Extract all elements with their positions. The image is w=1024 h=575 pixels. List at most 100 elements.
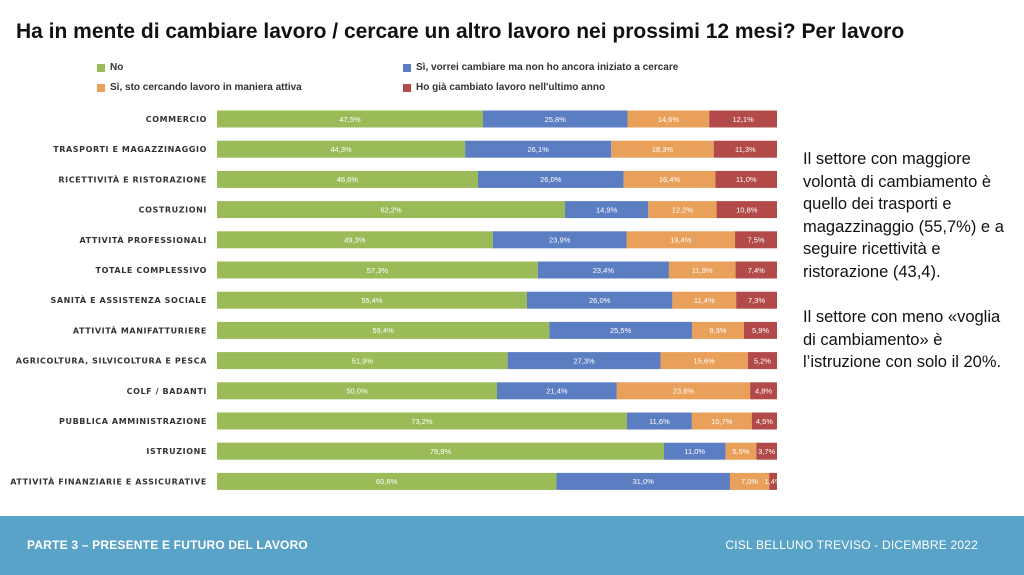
bar-segment <box>526 291 673 309</box>
legend-swatch-gia-cambiato <box>403 83 411 92</box>
bar-segment <box>616 382 751 400</box>
bar-segment <box>492 231 627 249</box>
bar-segment <box>497 382 617 400</box>
data-label: 60,6% <box>376 477 398 486</box>
category-label: ATTIVITÀ MANIFATTURIERE <box>73 324 207 335</box>
data-label: 31,0% <box>633 477 655 486</box>
bar-segment <box>626 412 692 430</box>
bar-segment <box>735 261 777 279</box>
stacked-bar-chart: COMMERCIO 47,5% 25,8% 14,6% 12,1% TRASPORTI E… <box>10 110 782 490</box>
bar-segment <box>747 352 777 370</box>
data-label: 44,3% <box>330 145 352 154</box>
data-label: 47,5% <box>339 115 361 124</box>
data-label: 23,9% <box>549 236 571 245</box>
bar-segment <box>217 231 493 249</box>
data-label: 59,4% <box>373 326 395 335</box>
bar-segment <box>217 110 483 128</box>
bar-segment <box>648 201 717 219</box>
bar-segment <box>477 170 624 188</box>
legend-label-no: No <box>110 62 124 73</box>
chart-legend: No Sì, vorrei cambiare ma non ho ancora … <box>0 0 1024 100</box>
bar-segment <box>217 412 627 430</box>
category-label: TOTALE COMPLESSIVO <box>96 266 207 275</box>
bar-segment <box>715 170 777 188</box>
bar-segment <box>729 472 770 490</box>
data-label: 9,3% <box>709 326 726 335</box>
data-label: 14,9% <box>596 205 618 214</box>
category-label: ISTRUZIONE <box>146 447 207 456</box>
bar-segment <box>537 261 669 279</box>
data-label: 7,5% <box>747 236 764 245</box>
data-label: 11,0% <box>684 447 705 456</box>
data-label: 21,4% <box>546 387 568 396</box>
category-label: COLF / BADANTI <box>127 387 207 396</box>
data-label: 11,4% <box>694 296 715 305</box>
data-label: 49,3% <box>344 236 366 245</box>
commentary-text: Il settore con maggiore volontà di cambi… <box>803 148 1015 397</box>
category-label: PUBBLICA AMMINISTRAZIONE <box>59 417 207 426</box>
legend-swatch-vorrei-cambiare <box>403 63 411 72</box>
legend-swatch-no <box>97 63 105 72</box>
commentary-paragraph-2: Il settore con meno «voglia di cambiamen… <box>803 308 1002 371</box>
category-label: ATTIVITÀ PROFESSIONALI <box>80 234 207 245</box>
bar-segment <box>743 321 777 339</box>
data-label: 10,7% <box>711 417 733 426</box>
data-label: 51,9% <box>352 356 374 365</box>
bar-segment <box>556 472 730 490</box>
bar-segment <box>750 382 777 400</box>
data-label: 15,6% <box>694 356 716 365</box>
data-label: 11,6% <box>649 417 670 426</box>
data-label: 73,2% <box>411 417 433 426</box>
bar-segment <box>735 231 777 249</box>
bar-segment <box>623 170 716 188</box>
data-label: 11,9% <box>692 266 713 275</box>
data-label: 5,2% <box>754 356 771 365</box>
bar-segment <box>483 110 628 128</box>
data-label: 5,9% <box>752 326 769 335</box>
bar-segment <box>691 412 752 430</box>
data-label: 4,8% <box>755 387 772 396</box>
category-label: RICETTIVITÀ E RISTORAZIONE <box>58 173 207 184</box>
legend-label-cercando-attiva: Sì, sto cercando lavoro in maniera attiv… <box>110 82 302 93</box>
data-label: 12,2% <box>672 205 694 214</box>
bar-segment <box>217 201 565 219</box>
data-label: 7,0% <box>741 477 758 486</box>
bar-segment <box>716 201 777 219</box>
bar-segment <box>611 140 714 158</box>
category-label: TRASPORTI E MAGAZZINAGGIO <box>53 145 207 154</box>
bar-segment <box>217 382 497 400</box>
bar-segment <box>465 140 612 158</box>
bar-segment <box>713 140 777 158</box>
data-label: 19,4% <box>670 236 692 245</box>
data-label: 79,9% <box>430 447 452 456</box>
bar-segment <box>626 231 736 249</box>
legend-label-vorrei-cambiare: Sì, vorrei cambiare ma non ho ancora ini… <box>416 62 679 73</box>
category-label: SANITÀ E ASSISTENZA SOCIALE <box>50 294 207 305</box>
slide-title: Ha in mente di cambiare lavoro / cercare… <box>16 20 905 43</box>
bar-segment <box>217 291 527 309</box>
bar-segment <box>691 321 744 339</box>
data-label: 1,4% <box>765 477 782 486</box>
footer-bar: PARTE 3 – PRESENTE E FUTURO DEL LAVORO C… <box>0 516 1024 575</box>
data-label: 62,2% <box>380 205 402 214</box>
data-label: 7,4% <box>748 266 765 275</box>
legend-label-gia-cambiato: Ho già cambiato lavoro nell'ultimo anno <box>416 82 606 93</box>
bar-segment <box>751 412 777 430</box>
bar-segment <box>736 291 777 309</box>
bar-segment <box>756 442 777 460</box>
data-label: 26,0% <box>589 296 611 305</box>
bar-segment <box>217 261 538 279</box>
data-label: 57,3% <box>367 266 389 275</box>
bar-segment <box>627 110 710 128</box>
data-label: 23,8% <box>673 387 695 396</box>
bar-segment <box>217 321 550 339</box>
bar-segment <box>709 110 777 128</box>
data-label: 5,5% <box>732 447 749 456</box>
legend-swatch-cercando-attiva <box>97 83 105 92</box>
bar-segment <box>217 442 664 460</box>
bar-segment <box>507 352 661 370</box>
data-label: 11,3% <box>735 145 756 154</box>
data-label: 26,1% <box>528 145 550 154</box>
data-label: 23,4% <box>593 266 615 275</box>
bar-segment <box>564 201 649 219</box>
